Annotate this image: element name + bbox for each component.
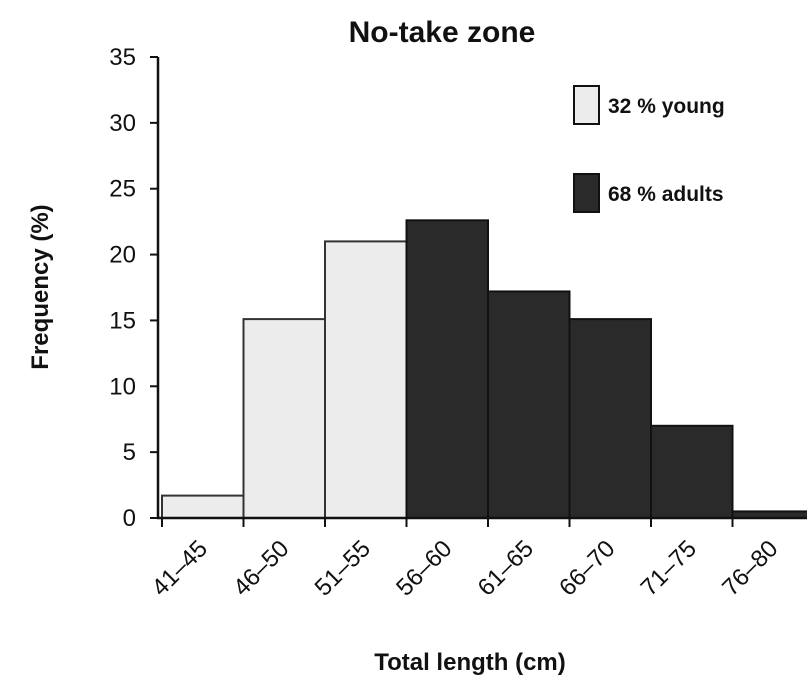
bar-46–50 [242,318,326,519]
bar-51–55 [324,240,408,519]
y-tick-label: 0 [123,505,136,532]
y-tick-label: 10 [109,373,136,400]
x-tick-label-41–45: 41–45 [147,535,213,601]
bar-41–45 [161,494,245,520]
y-axis-label: Frequency (%) [27,204,54,369]
bar-56–60 [405,219,489,519]
y-tick-label: 25 [109,176,136,203]
x-tick-label-76–80: 76–80 [717,535,783,601]
y-tick-label: 30 [109,110,136,137]
legend-label-young: 32 % young [608,95,725,118]
bar-71–75 [650,424,734,519]
x-tick-label-51–55: 51–55 [310,535,376,601]
legend-swatch-adults [573,173,600,213]
y-ticks-group: 0 5 10 15 20 25 30 35 [109,44,158,532]
x-tick-label-71–75: 71–75 [636,535,702,601]
bar-66–70 [568,318,652,519]
y-tick-label: 35 [109,44,136,71]
legend-swatch-young [573,85,600,125]
y-tick-label: 5 [123,439,136,466]
x-ticks-group: 41–45 46–50 51–55 56–60 61–65 66–70 71–75 76–80 [147,518,783,601]
x-tick-label-46–50: 46–50 [228,535,294,601]
legend-label-adults: 68 % adults [608,183,724,206]
y-tick-label: 15 [109,307,136,334]
bar-61–65 [487,290,571,519]
x-tick-label-61–65: 61–65 [473,535,539,601]
y-tick-label: 20 [109,242,136,269]
x-axis-label: Total length (cm) [374,649,566,676]
bars-group [161,219,807,520]
legend: 32 % young 68 % adults [573,85,725,213]
chart-title: No-take zone [349,16,536,49]
x-tick-label-56–60: 56–60 [391,535,457,601]
x-tick-label-66–70: 66–70 [554,535,620,601]
